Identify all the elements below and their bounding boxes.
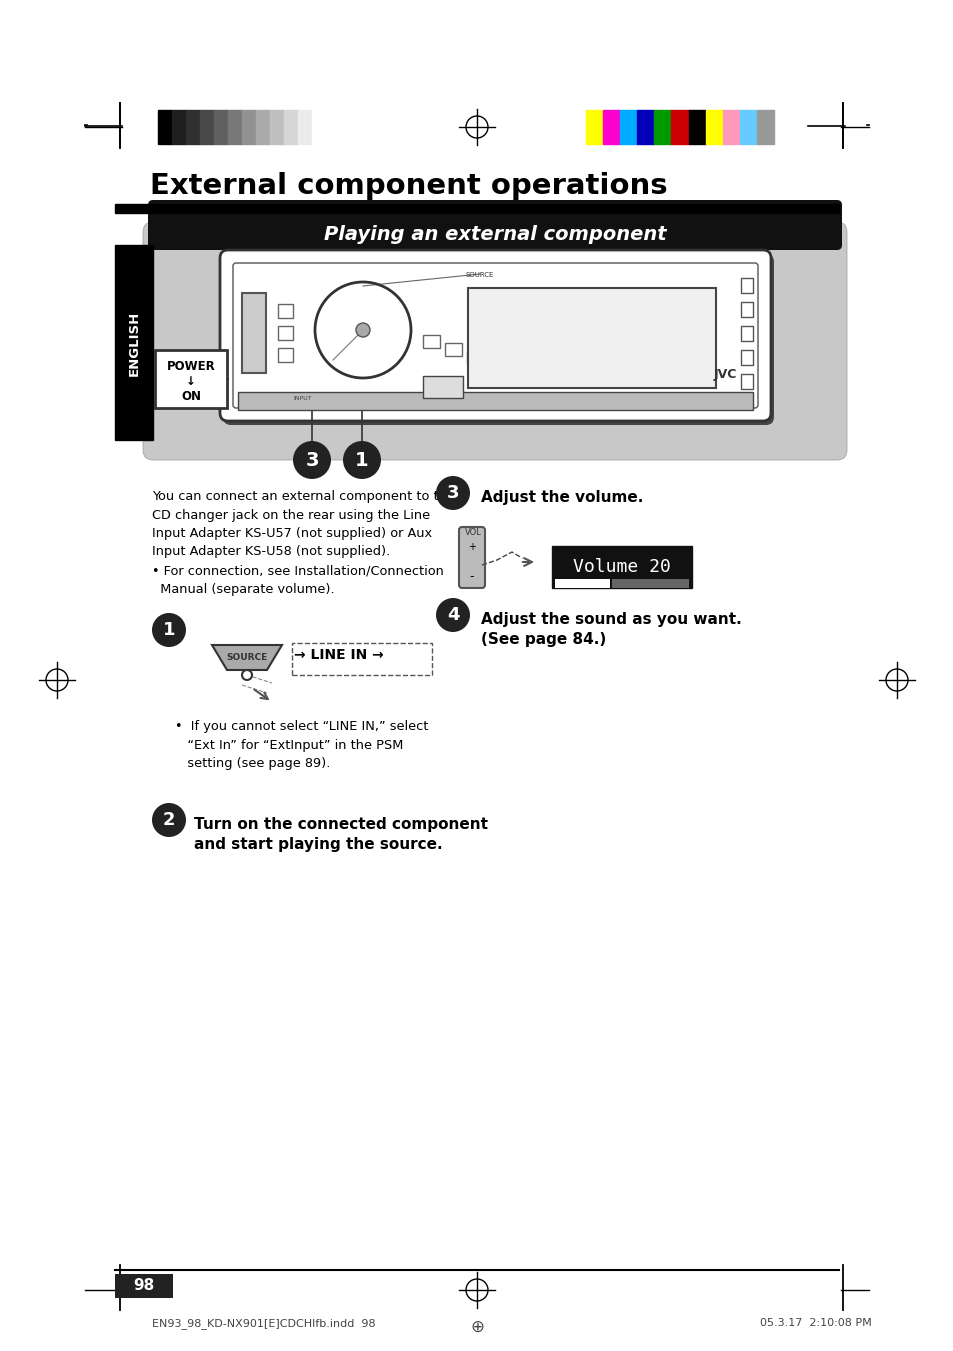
Text: 3: 3 [305,450,318,470]
Bar [158,109,172,145]
Bar [115,204,838,213]
Bar [297,109,312,145]
Text: 98: 98 [133,1278,154,1293]
FancyBboxPatch shape [458,527,484,588]
Bar [270,109,284,145]
Bar [740,303,752,317]
Bar [172,109,186,145]
Text: ⊕: ⊕ [470,1319,483,1336]
Bar [186,109,200,145]
Bar [740,278,752,293]
Bar [228,109,242,145]
Text: SOURCE: SOURCE [226,653,268,662]
Bar [722,109,739,145]
Text: Playing an external component: Playing an external component [323,226,665,245]
Bar [688,109,705,145]
Bar [740,326,752,340]
Text: -: - [469,570,474,584]
FancyBboxPatch shape [143,222,846,459]
Bar [154,350,227,408]
Text: 1: 1 [355,450,369,470]
Text: Volume 20: Volume 20 [573,558,670,576]
Text: External component operations: External component operations [150,172,667,200]
Bar [242,293,266,373]
Text: 05.3.17  2:10:08 PM: 05.3.17 2:10:08 PM [760,1319,871,1328]
Bar [422,376,462,399]
Bar [740,374,752,389]
Circle shape [293,440,331,480]
Text: You can connect an external component to the
CD changer jack on the rear using t: You can connect an external component to… [152,490,455,596]
Bar [756,109,773,145]
Text: 2: 2 [163,811,175,830]
Bar [637,109,654,145]
Bar [585,109,602,145]
Bar [277,349,293,362]
Text: Adjust the sound as you want.
(See page 84.): Adjust the sound as you want. (See page … [480,612,741,647]
Bar [115,245,152,440]
Bar [444,343,461,357]
Text: Adjust the volume.: Adjust the volume. [480,490,642,505]
Bar [277,326,293,340]
Bar [237,392,752,409]
Bar [277,304,293,317]
Circle shape [152,613,186,647]
Polygon shape [212,644,282,670]
Bar [312,109,326,145]
Text: VOL: VOL [464,528,481,536]
FancyBboxPatch shape [220,250,770,422]
Text: INPUT: INPUT [294,396,312,401]
Text: •  If you cannot select “LINE IN,” select
   “Ext In” for “ExtInput” in the PSM
: • If you cannot select “LINE IN,” select… [174,720,428,770]
Bar [602,109,619,145]
Text: SOURCE: SOURCE [465,272,494,278]
FancyBboxPatch shape [223,254,773,426]
Text: 1: 1 [163,621,175,639]
Circle shape [152,802,186,838]
Bar [654,109,671,145]
Bar [468,288,716,388]
Bar [213,109,228,145]
Text: JVC: JVC [713,367,736,381]
Bar [292,643,432,676]
Text: +: + [468,542,476,553]
Circle shape [242,670,252,680]
Bar [705,109,722,145]
Text: Turn on the connected component
and start playing the source.: Turn on the connected component and star… [193,817,488,851]
Circle shape [355,323,370,336]
Bar [115,1274,172,1298]
Text: 3: 3 [446,484,458,503]
Text: ENGLISH: ENGLISH [128,311,140,376]
Bar [422,335,439,349]
Text: → LINE IN →: → LINE IN → [294,648,383,662]
Text: 4: 4 [446,607,458,624]
Bar [739,109,756,145]
Bar [619,109,637,145]
Bar [555,580,609,588]
Text: POWER
↓
ON: POWER ↓ ON [167,359,215,403]
Text: EN93_98_KD-NX901[E]CDCHlfb.indd  98: EN93_98_KD-NX901[E]CDCHlfb.indd 98 [152,1319,375,1329]
Bar [284,109,297,145]
Bar [255,109,270,145]
Bar [467,351,483,363]
Bar [552,546,691,588]
Bar [489,359,505,372]
Bar [612,580,688,588]
FancyBboxPatch shape [148,200,841,250]
Bar [671,109,688,145]
Circle shape [436,476,470,509]
Circle shape [436,598,470,632]
Bar [242,109,255,145]
Bar [740,350,752,365]
Bar [200,109,213,145]
Circle shape [343,440,380,480]
